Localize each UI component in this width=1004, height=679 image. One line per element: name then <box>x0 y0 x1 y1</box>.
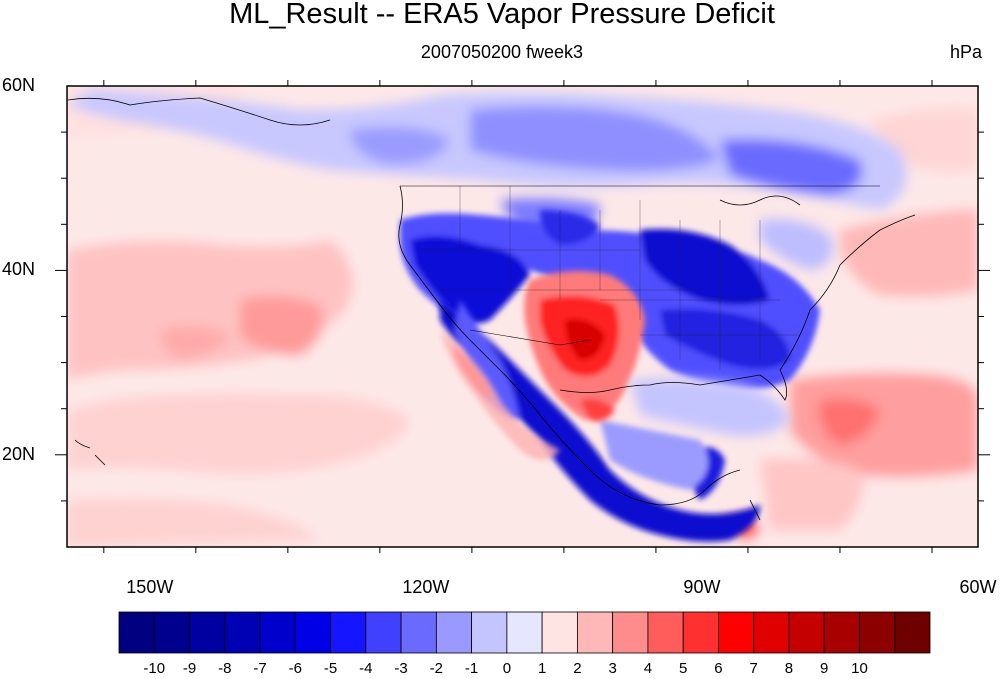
colorbar-swatch <box>189 611 226 654</box>
colorbar-swatch <box>647 611 684 654</box>
colorbar-swatch <box>471 611 508 654</box>
axis-ticks <box>55 80 990 553</box>
colorbar-tick-label: -6 <box>288 660 302 677</box>
colorbar-swatch <box>612 611 649 654</box>
colorbar-swatch <box>823 611 860 654</box>
latitude-tick-label: 40N <box>2 259 36 280</box>
map-title: ML_Result -- ERA5 Vapor Pressure Deficit <box>229 0 775 30</box>
colorbar-swatch <box>400 611 437 654</box>
colorbar-swatch <box>365 611 402 654</box>
colorbar-tick-label: -3 <box>394 660 408 677</box>
colorbar-swatch <box>682 611 719 654</box>
colorbar-swatch <box>788 611 825 654</box>
colorbar-tick-label: 4 <box>643 660 653 677</box>
longitude-tick-label: 90W <box>683 577 721 597</box>
colorbar-swatch <box>859 611 896 654</box>
latitude-tick-label: 20N <box>2 443 36 464</box>
colorbar-swatch <box>330 611 367 654</box>
map-field <box>67 86 978 547</box>
colorbar-tick-label: -1 <box>464 660 479 677</box>
colorbar <box>118 611 931 654</box>
colorbar-swatch <box>541 611 578 654</box>
colorbar-swatch <box>259 611 296 654</box>
coastlines <box>67 97 916 521</box>
longitude-tick-label: 150W <box>126 577 174 597</box>
colorbar-swatch <box>506 611 543 654</box>
colorbar-tick-label: 6 <box>714 660 723 677</box>
colorbar-swatch <box>576 611 614 654</box>
colorbar-tick-label: -7 <box>253 660 267 677</box>
colorbar-tick-label: 5 <box>679 660 688 677</box>
colorbar-tick-label: 7 <box>749 660 758 677</box>
colorbar-swatch <box>153 611 190 654</box>
colorbar-tick-label: -10 <box>143 660 166 677</box>
colorbar-tick-label: -8 <box>218 660 232 677</box>
colorbar-swatch <box>118 611 155 654</box>
colorbar-tick-label: -2 <box>429 660 444 677</box>
colorbar-tick-label: -4 <box>359 660 373 677</box>
latitude-tick-label: 60N <box>2 75 36 95</box>
colorbar-tick-label: -9 <box>182 660 197 677</box>
colorbar-swatch <box>718 611 755 654</box>
colorbar-tick-label: -5 <box>323 660 338 677</box>
colorbar-tick-label: 9 <box>820 660 829 677</box>
colorbar-swatch <box>753 611 790 654</box>
colorbar-swatch <box>435 611 473 654</box>
colorbar-tick-label: 10 <box>851 660 868 677</box>
colorbar-tick-label: 8 <box>784 660 794 677</box>
baja-positive-anomaly <box>440 330 560 460</box>
units-label: hPa <box>949 42 982 62</box>
gulf-negative-anomaly <box>630 219 833 436</box>
southwest-positive-anomaly <box>524 271 645 422</box>
colorbar-tick-label: 3 <box>608 660 617 677</box>
colorbar-swatch <box>894 611 931 654</box>
colorbar-swatch <box>294 611 331 654</box>
map-subtitle: 2007050200 fweek3 <box>420 42 584 62</box>
colorbar-swatch <box>224 611 261 654</box>
colorbar-tick-label: 0 <box>502 660 512 677</box>
longitude-tick-label: 60W <box>959 577 997 597</box>
state-borders <box>420 186 800 370</box>
colorbar-tick-label: 1 <box>537 660 547 677</box>
longitude-tick-label: 120W <box>402 577 450 597</box>
colorbar-tick-label: 2 <box>573 660 582 677</box>
canada-negative-anomaly <box>67 90 907 235</box>
